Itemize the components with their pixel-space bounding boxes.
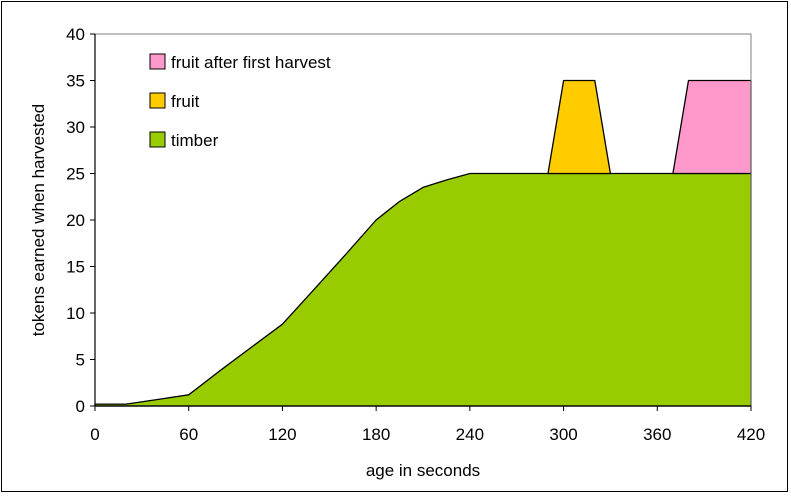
x-tick-label: 360: [643, 425, 671, 444]
y-tick-label: 30: [66, 118, 85, 137]
y-axis-title: tokens earned when harvested: [29, 104, 48, 337]
legend-label-timber: timber: [171, 131, 219, 150]
area-timber: [94, 172, 752, 407]
plot-area: [94, 79, 752, 407]
x-axis-title: age in seconds: [366, 461, 480, 480]
y-tick-label: 0: [76, 397, 85, 416]
area-fruit-after-first-harvest: [672, 79, 752, 175]
y-tick-label: 5: [76, 351, 85, 370]
legend-swatch-fruit-after-first-harvest: [149, 53, 166, 70]
legend: fruit after first harvest fruit timber: [149, 53, 331, 150]
x-tick-label: 120: [268, 425, 296, 444]
x-tick-label: 240: [456, 425, 484, 444]
x-tick-label: 60: [179, 425, 198, 444]
y-tick-label: 25: [66, 165, 85, 184]
x-tick-label: 300: [549, 425, 577, 444]
legend-swatch-timber: [149, 131, 166, 148]
y-tick-label: 10: [66, 304, 85, 323]
axes: 0 5 10 15 20 25 30 35 40 0 60 120 180 240 300 360 420: [66, 25, 765, 444]
y-tick-label: 20: [66, 211, 85, 230]
y-tick-label: 35: [66, 72, 85, 91]
area-fruit: [547, 79, 612, 175]
legend-swatch-fruit: [149, 92, 166, 109]
y-tick-label: 15: [66, 258, 85, 277]
legend-label-fruit-after-first-harvest: fruit after first harvest: [171, 53, 331, 72]
legend-label-fruit: fruit: [171, 92, 200, 111]
x-tick-label: 420: [737, 425, 765, 444]
x-tick-label: 0: [90, 425, 99, 444]
y-tick-label: 40: [66, 25, 85, 44]
x-tick-label: 180: [362, 425, 390, 444]
